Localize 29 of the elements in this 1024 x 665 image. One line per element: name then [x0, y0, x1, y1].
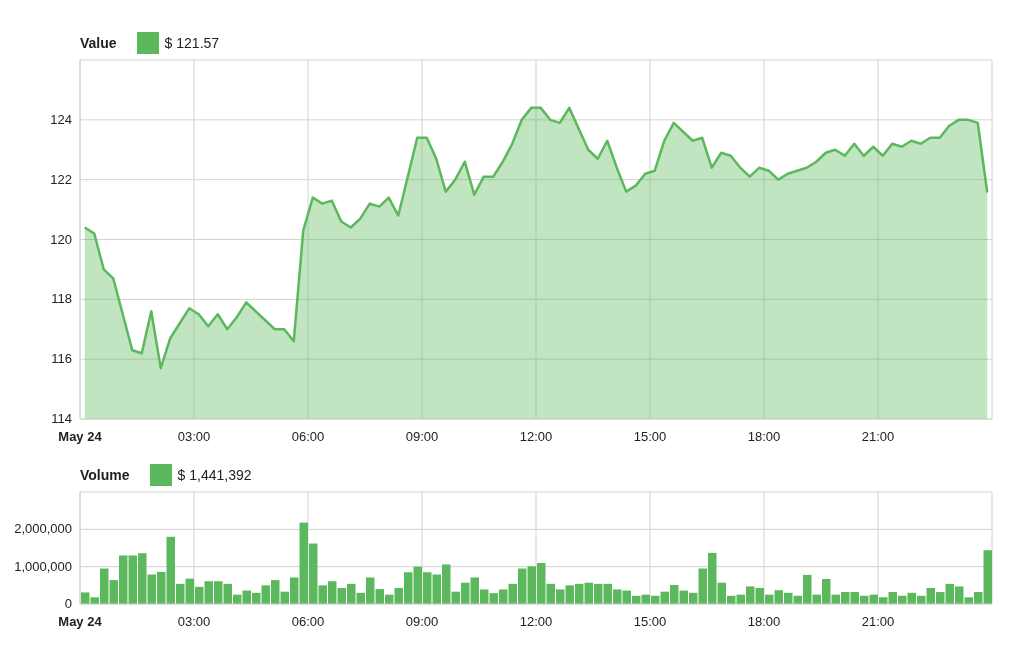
x-tick-label: 15:00 — [633, 429, 667, 444]
legend-title: Volume — [80, 467, 130, 483]
x-tick-label: 06:00 — [291, 429, 325, 444]
x-tick-label: 18:00 — [747, 429, 781, 444]
x-tick-label: 03:00 — [177, 429, 211, 444]
x-tick-label: 09:00 — [405, 429, 439, 444]
y-tick-label: 0 — [64, 596, 72, 611]
x-tick-label: 15:00 — [633, 614, 667, 629]
x-tick-label: 12:00 — [519, 614, 553, 629]
y-tick-label: 2,000,000 — [14, 521, 72, 537]
legend-label: $ 121.57 — [164, 35, 220, 51]
y-tick-label: 120 — [50, 231, 72, 247]
y-tick-label: 118 — [51, 291, 72, 307]
y-tick-label: 116 — [51, 351, 72, 367]
x-tick-label: 21:00 — [861, 429, 895, 444]
legend-title: Value — [80, 35, 117, 51]
y-tick-label: 1,000,000 — [14, 558, 72, 574]
x-tick-label: 12:00 — [519, 429, 553, 444]
x-tick-label: 21:00 — [861, 614, 895, 629]
x-tick-label: 18:00 — [747, 614, 781, 629]
x-tick-label: May 24 — [58, 614, 103, 629]
legend-label: $ 1,441,392 — [177, 467, 252, 483]
x-tick-label: 06:00 — [291, 614, 325, 629]
y-tick-label: 122 — [50, 171, 72, 187]
x-tick-label: 03:00 — [177, 614, 211, 629]
y-tick-label: 124 — [50, 111, 72, 127]
x-tick-label: May 24 — [58, 429, 103, 444]
y-tick-label: 114 — [51, 411, 72, 426]
x-tick-label: 09:00 — [405, 614, 439, 629]
